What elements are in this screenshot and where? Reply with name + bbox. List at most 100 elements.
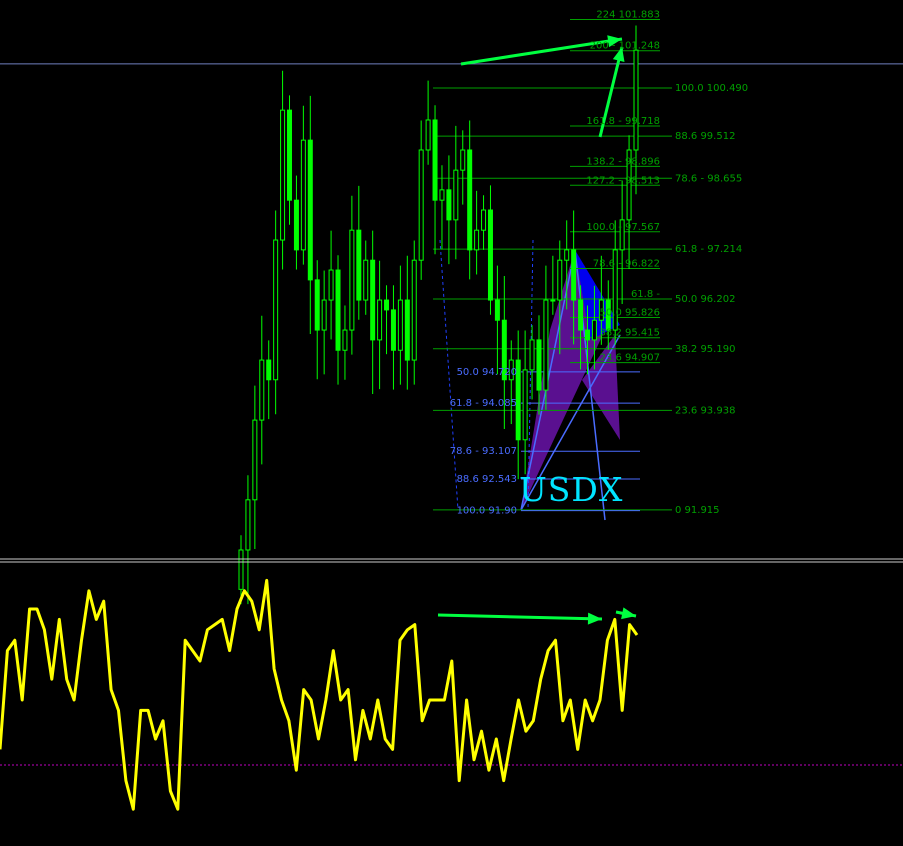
candle-body (564, 249, 570, 261)
candle-body (397, 299, 403, 351)
candle-body (328, 269, 334, 301)
fib-extension-label: 50.0 95.826 (600, 307, 660, 318)
fib-extension-label: 61.8 - (631, 289, 660, 300)
arrow-price-divergence-head (607, 35, 622, 48)
candle-body (515, 359, 521, 441)
fib-retracement-label: 61.8 - 97.214 (675, 244, 742, 255)
candle-body (411, 259, 417, 361)
candle-body (481, 209, 487, 231)
candle-body (501, 319, 507, 381)
fibonacci-labels: 100.0 100.490 88.6 99.512 78.6 - 98.655 61.… (450, 9, 748, 516)
candle-body (418, 149, 424, 261)
pattern-triangle-xab (521, 250, 605, 510)
fib-retracement-label: 23.6 93.938 (675, 405, 735, 416)
fib-extension-label: 224 101.883 (596, 9, 660, 20)
candle-body (280, 109, 286, 241)
candle-body (557, 259, 563, 301)
candle-body (612, 249, 618, 331)
fib-extension-label: 23.6 94.907 (600, 353, 660, 364)
candle-body (494, 299, 500, 321)
candle-body (363, 259, 369, 301)
candle-body (584, 329, 590, 341)
candle-body (390, 309, 396, 351)
fib-blue-label: 88.6 92.543 (457, 474, 517, 485)
candle-body (508, 359, 514, 381)
candle-body (522, 369, 528, 441)
candle-body (543, 299, 549, 391)
candle-body (591, 319, 597, 341)
candle-body (626, 149, 632, 221)
candle-body (307, 139, 313, 281)
candle-body (439, 189, 445, 201)
candle-body (384, 299, 390, 311)
candle-body (571, 249, 577, 301)
fib-blue-label: 78.6 - 93.107 (450, 446, 517, 457)
arrow-oscillator-short-head (621, 607, 636, 620)
candle-body (432, 119, 438, 201)
candle-body (252, 419, 258, 501)
fib-blue-label: 61.8 - 94.085 (450, 398, 517, 409)
candle-body (598, 299, 604, 321)
candle-body (321, 299, 327, 331)
candle-body (467, 149, 473, 251)
candle-body (356, 229, 362, 301)
candle-body (404, 299, 410, 361)
fib-retracement-label: 100.0 100.490 (675, 83, 748, 94)
candle-body (314, 279, 320, 331)
fib-retracement-label: 78.6 - 98.655 (675, 173, 742, 184)
arrow-oscillator-divergence-head (587, 612, 602, 625)
fib-retracement-label: 0 91.915 (675, 505, 720, 516)
fib-blue-label: 50.0 94.720 (457, 367, 517, 378)
fib-extension-label: 100.0 - 97.567 (586, 222, 660, 233)
candle-body (259, 359, 265, 421)
candle-body (266, 359, 272, 381)
candle-body (605, 299, 611, 331)
fib-extension-label: 161.8 - 99.718 (586, 116, 660, 127)
candle-body (245, 499, 251, 551)
pattern-diagonal-line (520, 334, 621, 511)
price-candles (238, 25, 639, 605)
candle-body (300, 139, 306, 251)
candle-body (550, 299, 556, 302)
candle-body (474, 229, 480, 251)
arrow-price-impulse-head (612, 47, 625, 63)
fib-retracement-label: 50.0 96.202 (675, 294, 735, 305)
oscillator-line (0, 578, 639, 811)
pattern-triangle-cd (582, 335, 620, 440)
candle-body (293, 199, 299, 251)
candle-body (342, 329, 348, 351)
arrow-price-impulse (598, 46, 624, 138)
candle-body (619, 219, 625, 251)
candle-body (460, 149, 466, 171)
candle-body (287, 109, 293, 201)
candle-body (453, 169, 459, 221)
candle-body (273, 239, 279, 381)
candle-body (335, 269, 341, 351)
divergence-arrows (437, 35, 637, 625)
candle-body (238, 549, 244, 590)
fib-extension-label: 200 - 101.248 (590, 41, 660, 52)
fib-retracement-label: 88.6 99.512 (675, 131, 735, 142)
oscillator-pane (0, 578, 903, 811)
fibonacci-levels (0, 18, 903, 512)
dotted-trend-line (439, 239, 459, 511)
candle-body (536, 339, 542, 391)
candle-body (425, 119, 431, 151)
fib-extension-label: 127.2 - 98.513 (586, 175, 660, 186)
candle-body (529, 339, 535, 371)
arrow-oscillator-divergence (437, 613, 603, 621)
fib-extension-label: 38.2 95.415 (600, 328, 660, 339)
fib-retracement-label: 38.2 95.190 (675, 344, 735, 355)
candle-body (377, 299, 383, 341)
fib-extension-label: 138.2 - 98.896 (586, 156, 660, 167)
fib-blue-label: 100.0 91.90 (457, 506, 517, 517)
candle-body (446, 189, 452, 221)
candle-body (349, 229, 355, 331)
candle-body (578, 299, 584, 331)
arrow-price-divergence (460, 37, 623, 66)
candle-body (633, 49, 639, 151)
symbol-label: USDX (519, 470, 624, 509)
candle-body (370, 259, 376, 341)
